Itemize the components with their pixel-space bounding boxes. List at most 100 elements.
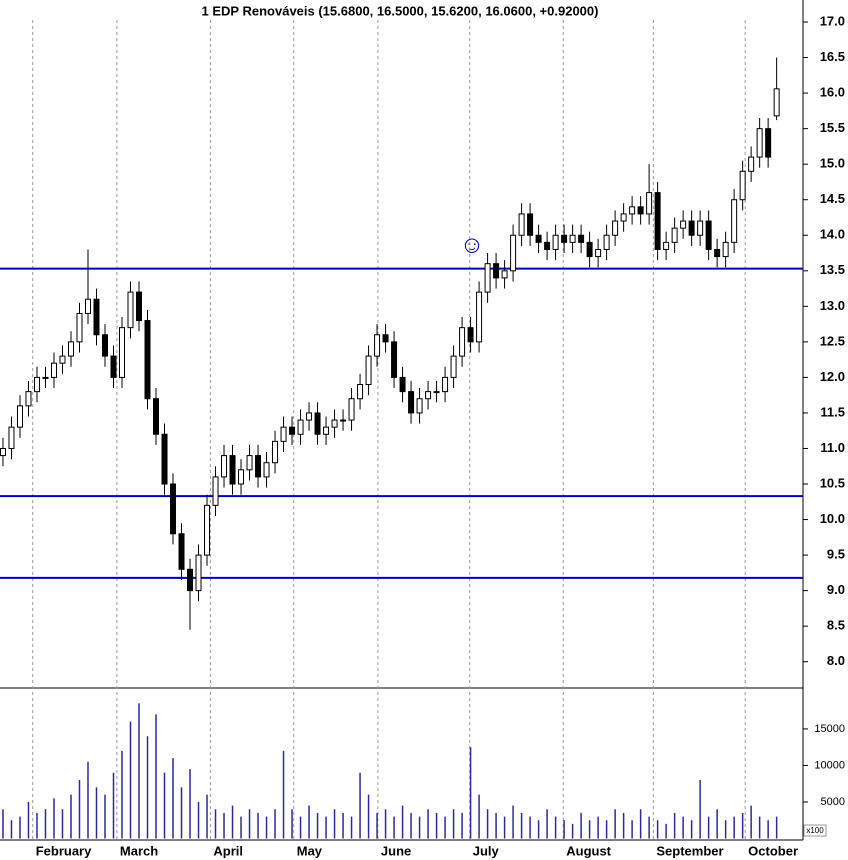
candle-body: [705, 220, 712, 250]
x-tick-label: April: [213, 843, 243, 858]
candle-body: [357, 384, 364, 400]
candle-body: [33, 376, 40, 393]
candle-body: [569, 234, 576, 243]
candle-body: [348, 398, 355, 421]
candle-body: [331, 419, 338, 428]
candle-body: [323, 426, 330, 435]
candle-body: [382, 334, 389, 343]
annotation: ☺: [460, 231, 485, 258]
candle-body: [59, 355, 66, 364]
candle-body: [773, 88, 780, 117]
unit-box: [803, 824, 827, 837]
candle-body: [722, 241, 729, 258]
candle-body: [25, 391, 32, 407]
x-tick-label: July: [473, 843, 500, 858]
y-tick-label: 8.5: [827, 618, 845, 633]
y-tick-label: 8.0: [827, 653, 845, 668]
y-tick-label: 17.0: [820, 13, 845, 28]
candle-body: [518, 213, 525, 236]
candle-body: [263, 462, 270, 478]
candle-body: [680, 220, 687, 229]
candle-body: [314, 412, 321, 435]
candle-body: [42, 376, 49, 379]
candle-body: [221, 455, 228, 478]
candle-body: [280, 426, 287, 442]
y-tick-label: 10.0: [820, 511, 845, 526]
candle-body: [629, 206, 636, 215]
candle-body: [16, 405, 23, 428]
x-tick-label: October: [748, 843, 798, 858]
candle-body: [714, 248, 721, 258]
candle-body: [50, 362, 57, 378]
candle-body: [127, 291, 134, 329]
chart-title: 1 EDP Renováveis (15.6800, 16.5000, 15.6…: [202, 3, 599, 18]
volume-tick-label: 10000: [814, 759, 845, 771]
candle-body: [561, 234, 568, 243]
candle-body: [663, 241, 670, 250]
candle-body: [646, 192, 653, 215]
candle-body: [306, 412, 313, 421]
x-tick-label: February: [36, 843, 92, 858]
candle-body: [374, 334, 381, 357]
volume-tick-label: 5000: [821, 796, 845, 808]
candle-body: [246, 455, 253, 471]
y-tick-label: 14.5: [820, 191, 845, 206]
candle-body: [501, 270, 508, 279]
candle-body: [595, 248, 602, 258]
candle-body: [84, 298, 91, 314]
candle-body: [697, 220, 704, 236]
x-tick-label: August: [566, 843, 611, 858]
candle-body: [153, 398, 160, 435]
candle-body: [493, 263, 500, 279]
x-tick-label: September: [656, 843, 723, 858]
candle-body: [586, 241, 593, 258]
volume-unit: x100: [806, 826, 824, 835]
candle-body: [765, 128, 772, 158]
candle-body: [637, 206, 644, 215]
candle-body: [136, 291, 143, 322]
candle-body: [544, 241, 551, 250]
x-tick-label: May: [297, 843, 323, 858]
candle-body: [408, 391, 415, 414]
candle-body: [535, 234, 542, 243]
candle-body: [688, 220, 695, 236]
candle-body: [459, 327, 466, 357]
y-tick-label: 12.5: [820, 333, 845, 348]
candle-body: [195, 554, 202, 592]
y-tick-label: 10.5: [820, 475, 845, 490]
candle-body: [289, 426, 296, 435]
candle-body: [178, 533, 185, 570]
y-tick-label: 9.0: [827, 582, 845, 597]
candle-body: [484, 263, 491, 293]
y-tick-label: 15.0: [820, 156, 845, 171]
candle-body: [476, 291, 483, 343]
candle-body: [170, 483, 177, 535]
y-tick-label: 15.5: [820, 120, 845, 135]
candle-body: [748, 156, 755, 172]
candle-body: [399, 376, 406, 393]
candle-body: [8, 426, 15, 449]
candle-body: [739, 170, 746, 201]
candle-body: [110, 355, 117, 378]
candle-body: [578, 234, 585, 243]
y-tick-label: 12.0: [820, 369, 845, 384]
candle-body: [756, 128, 763, 158]
candle-body: [204, 504, 211, 556]
candle-body: [603, 234, 610, 250]
candle-body: [101, 334, 108, 357]
candle-body: [255, 455, 262, 478]
candle-body: [212, 476, 219, 506]
candle-body: [612, 220, 619, 236]
candle-body: [0, 447, 6, 457]
candle-body: [144, 320, 151, 400]
candle-body: [229, 455, 236, 485]
y-tick-label: 13.5: [820, 262, 845, 277]
y-tick-label: 14.0: [820, 227, 845, 242]
y-tick-label: 9.5: [827, 547, 845, 562]
candle-body: [654, 192, 661, 250]
candle-body: [467, 327, 474, 343]
volume-tick-label: 15000: [814, 723, 845, 735]
y-tick-label: 16.5: [820, 49, 845, 64]
candle-body: [238, 469, 245, 485]
